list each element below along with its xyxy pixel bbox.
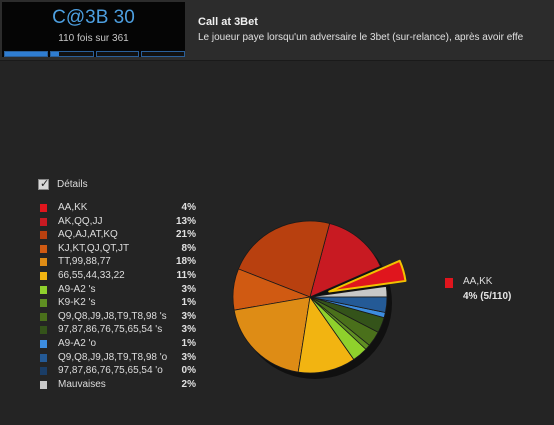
pie-slice-2[interactable]	[238, 220, 330, 298]
pie-slice-1[interactable]	[309, 223, 381, 298]
legend-entry[interactable]: Mauvaises 2%	[40, 378, 200, 392]
legend-swatch	[40, 380, 47, 389]
pie-slice-13[interactable]	[309, 286, 388, 298]
legend-entry[interactable]: K9-K2 's 1%	[40, 296, 200, 310]
pie-slice-4[interactable]	[233, 296, 311, 373]
progress-segment	[141, 51, 185, 57]
details-label: Détails	[57, 179, 88, 190]
stat-name: C@3B 30	[52, 7, 135, 28]
chart-legend: AA,KK 4% AK,QQ,JJ 13% AQ,AJ,AT,KQ 21% KJ,KT,QJ…	[40, 201, 200, 391]
legend-label: AA,KK	[58, 202, 88, 213]
pie-slice-0[interactable]	[328, 259, 407, 293]
legend-percent: 8%	[181, 242, 196, 254]
legend-percent: 21%	[175, 229, 196, 241]
legend-percent: 3%	[181, 283, 196, 295]
legend-entry[interactable]: 97,87,86,76,75,65,54 'o 0%	[40, 364, 200, 378]
legend-entry[interactable]: TT,99,88,77 18%	[40, 255, 200, 269]
legend-swatch	[40, 367, 47, 376]
legend-label: A9-A2 's	[58, 283, 96, 295]
legend-entry[interactable]: AQ,AJ,AT,KQ 21%	[40, 228, 200, 242]
stat-progress-bar	[4, 51, 185, 57]
legend-percent: 0%	[181, 365, 196, 377]
legend-entry[interactable]: 66,55,44,33,22 11%	[40, 269, 200, 283]
details-toggle[interactable]: ✓ Détails	[38, 178, 88, 190]
progress-fill	[5, 52, 47, 56]
progress-segment	[4, 51, 48, 57]
legend-label: Q9,Q8,J9,J8,T9,T8,98 's	[58, 310, 167, 322]
stat-header: C@3B 30 110 fois sur 361 Call at 3Bet Le…	[0, 0, 554, 61]
legend-label: 66,55,44,33,22	[58, 269, 125, 281]
progress-segment	[95, 51, 140, 57]
legend-swatch	[40, 217, 47, 226]
legend-percent: 3%	[181, 324, 196, 336]
stat-sample-count: 110 fois sur 361	[58, 33, 129, 44]
stat-summary-box: C@3B 30 110 fois sur 361	[2, 2, 185, 57]
legend-label: 97,87,86,76,75,65,54 's	[58, 324, 163, 336]
stat-description-title: Call at 3Bet	[198, 16, 258, 28]
legend-percent: 2%	[181, 378, 196, 390]
legend-label: AK,QQ,JJ	[58, 215, 103, 227]
legend-label: K9-K2 's	[58, 297, 96, 309]
stat-description-text: Le joueur paye lorsqu'un adversaire le 3…	[198, 32, 524, 43]
callout-value: 4% (5/110)	[463, 291, 512, 302]
legend-label: TT,99,88,77	[58, 256, 111, 268]
checkmark-icon: ✓	[40, 178, 50, 190]
legend-entry[interactable]: AA,KK 4%	[40, 201, 200, 215]
legend-percent: 13%	[175, 215, 196, 227]
legend-label: A9-A2 'o	[58, 337, 97, 349]
legend-entry[interactable]: 97,87,86,76,75,65,54 's 3%	[40, 323, 200, 337]
legend-entry[interactable]: KJ,KT,QJ,QT,JT 8%	[40, 242, 200, 256]
legend-swatch	[40, 244, 47, 253]
legend-label: Mauvaises	[58, 378, 106, 390]
legend-swatch	[40, 326, 47, 335]
legend-label: AQ,AJ,AT,KQ	[58, 229, 118, 241]
legend-label: 97,87,86,76,75,65,54 'o	[58, 365, 163, 377]
legend-label: Q9,Q8,J9,J8,T9,T8,98 'o	[58, 351, 168, 363]
callout-label: AA,KK	[463, 276, 493, 287]
legend-swatch	[40, 271, 47, 280]
legend-entry[interactable]: A9-A2 's 3%	[40, 283, 200, 297]
callout-swatch	[445, 278, 453, 288]
progress-segment	[49, 51, 94, 57]
legend-percent: 4%	[181, 202, 196, 213]
legend-swatch	[40, 285, 47, 294]
legend-label: KJ,KT,QJ,QT,JT	[58, 242, 130, 254]
hand-range-pie-chart	[232, 220, 407, 379]
legend-swatch	[40, 353, 47, 362]
legend-entry[interactable]: Q9,Q8,J9,J8,T9,T8,98 's 3%	[40, 310, 200, 324]
legend-swatch	[40, 312, 47, 321]
progress-fill	[50, 52, 60, 56]
legend-entry[interactable]: Q9,Q8,J9,J8,T9,T8,98 'o 3%	[40, 351, 200, 365]
legend-percent: 1%	[181, 297, 196, 309]
details-checkbox[interactable]: ✓	[38, 178, 50, 190]
legend-percent: 18%	[175, 256, 196, 268]
legend-entry[interactable]: A9-A2 'o 1%	[40, 337, 200, 351]
legend-swatch	[40, 258, 47, 267]
legend-percent: 11%	[176, 269, 196, 281]
legend-swatch	[40, 204, 47, 212]
legend-swatch	[40, 299, 47, 308]
legend-entry[interactable]: AK,QQ,JJ 13%	[40, 215, 200, 229]
legend-swatch	[40, 231, 47, 240]
legend-swatch	[40, 339, 47, 348]
legend-percent: 1%	[181, 337, 196, 349]
legend-percent: 3%	[181, 351, 196, 363]
legend-percent: 3%	[181, 310, 196, 322]
